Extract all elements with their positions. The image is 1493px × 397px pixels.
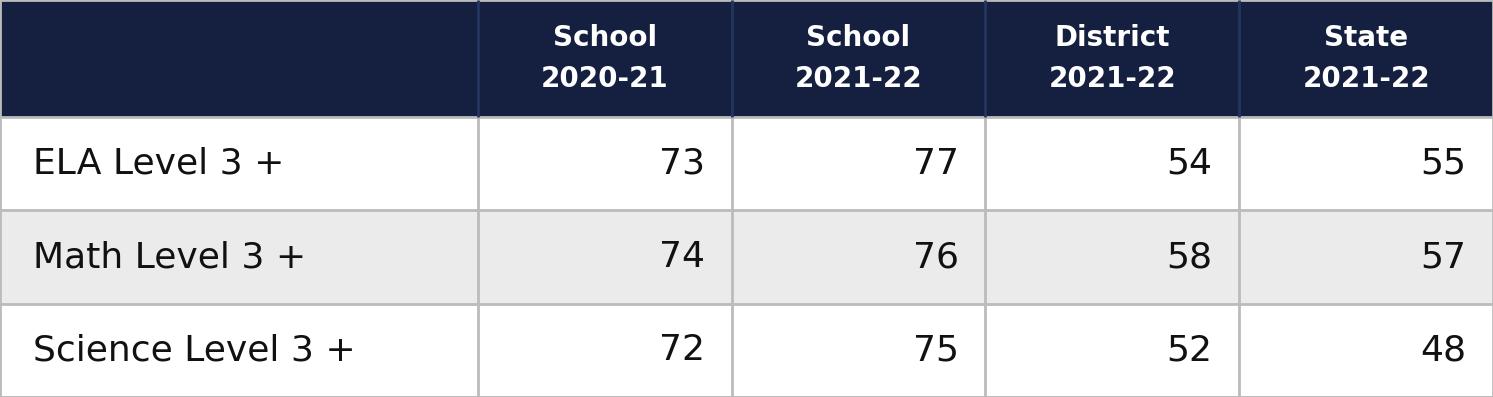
Bar: [0, 210, 478, 304]
Text: 58: 58: [1166, 240, 1212, 274]
Bar: [478, 210, 732, 304]
Bar: [0, 117, 478, 210]
Bar: [732, 210, 985, 304]
Bar: [732, 0, 985, 117]
Bar: [985, 117, 1239, 210]
Text: 73: 73: [658, 147, 705, 181]
Text: ELA Level 3 +: ELA Level 3 +: [33, 147, 284, 181]
Bar: [1239, 0, 1493, 117]
Text: School
2020-21: School 2020-21: [540, 24, 669, 93]
Bar: [1239, 210, 1493, 304]
Text: 54: 54: [1166, 147, 1212, 181]
Text: 74: 74: [658, 240, 705, 274]
Text: 77: 77: [912, 147, 959, 181]
Text: 57: 57: [1420, 240, 1466, 274]
Text: Science Level 3 +: Science Level 3 +: [33, 333, 355, 367]
Bar: [985, 210, 1239, 304]
Bar: [1239, 117, 1493, 210]
Bar: [478, 0, 732, 117]
Bar: [1239, 304, 1493, 397]
Text: Math Level 3 +: Math Level 3 +: [33, 240, 306, 274]
Text: 48: 48: [1420, 333, 1466, 367]
Text: State
2021-22: State 2021-22: [1302, 24, 1430, 93]
Bar: [732, 117, 985, 210]
Text: School
2021-22: School 2021-22: [794, 24, 923, 93]
Text: 55: 55: [1420, 147, 1466, 181]
Bar: [0, 0, 478, 117]
Bar: [0, 304, 478, 397]
Text: 75: 75: [912, 333, 959, 367]
Bar: [985, 304, 1239, 397]
Bar: [985, 0, 1239, 117]
Bar: [478, 117, 732, 210]
Text: 72: 72: [658, 333, 705, 367]
Text: 76: 76: [912, 240, 959, 274]
Bar: [478, 304, 732, 397]
Text: 52: 52: [1166, 333, 1212, 367]
Bar: [732, 304, 985, 397]
Text: District
2021-22: District 2021-22: [1048, 24, 1176, 93]
